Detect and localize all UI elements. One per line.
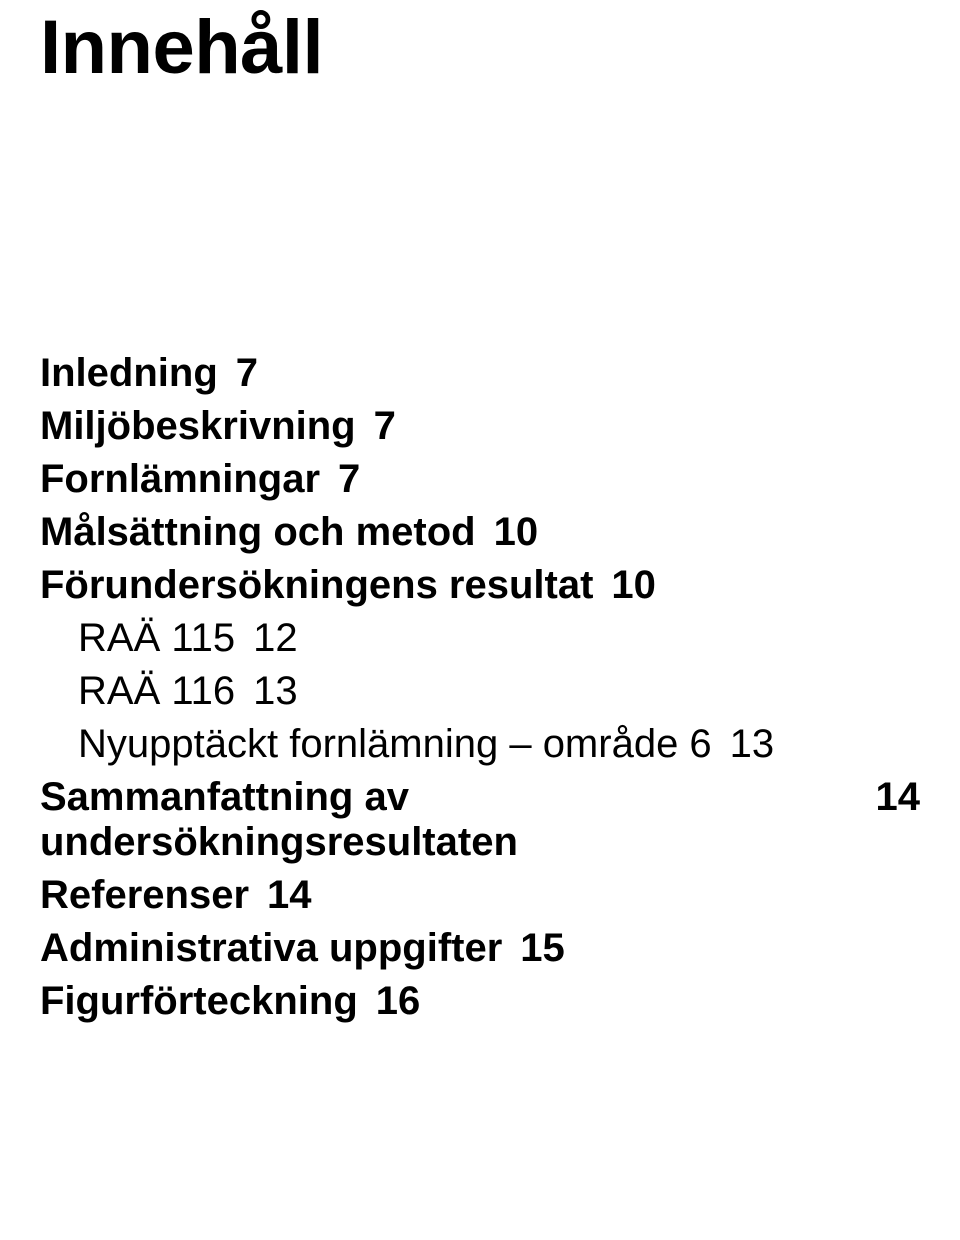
toc-page: 7 xyxy=(236,351,258,396)
toc-label: Administrativa uppgifter xyxy=(40,926,502,971)
toc-page: 10 xyxy=(611,563,656,608)
toc-entry: RAÄ 116 13 xyxy=(78,669,920,714)
toc-page: 14 xyxy=(267,873,312,918)
toc-page: 15 xyxy=(520,926,565,971)
toc-label: Inledning xyxy=(40,351,218,396)
toc-page: 13 xyxy=(253,669,298,714)
toc-label: Målsättning och metod xyxy=(40,510,476,555)
toc-page: 10 xyxy=(494,510,539,555)
toc-entry: RAÄ 115 12 xyxy=(78,616,920,661)
toc-entry: Inledning 7 xyxy=(40,351,920,396)
toc-entry: Sammanfattning av undersökningsresultate… xyxy=(40,775,920,865)
toc-page: 16 xyxy=(376,979,421,1024)
table-of-contents: Inledning 7 Miljöbeskrivning 7 Fornlämni… xyxy=(40,351,920,1024)
page-title: Innehåll xyxy=(40,0,920,91)
toc-page: 14 xyxy=(876,775,921,820)
toc-label: Referenser xyxy=(40,873,249,918)
toc-label: Figurförteckning xyxy=(40,979,358,1024)
toc-page: 7 xyxy=(374,404,396,449)
toc-label: Nyupptäckt fornlämning – område 6 xyxy=(78,722,712,767)
toc-page: 12 xyxy=(253,616,298,661)
page: Innehåll Inledning 7 Miljöbeskrivning 7 … xyxy=(0,0,960,1024)
toc-entry: Figurförteckning 16 xyxy=(40,979,920,1024)
toc-entry: Administrativa uppgifter 15 xyxy=(40,926,920,971)
toc-entry: Miljöbeskrivning 7 xyxy=(40,404,920,449)
toc-label: Förundersökningens resultat xyxy=(40,563,593,608)
toc-label: RAÄ 116 xyxy=(78,669,235,714)
toc-entry: Målsättning och metod 10 xyxy=(40,510,920,555)
toc-entry: Referenser 14 xyxy=(40,873,920,918)
toc-label: Miljöbeskrivning xyxy=(40,404,356,449)
toc-entry: Fornlämningar 7 xyxy=(40,457,920,502)
toc-label: RAÄ 115 xyxy=(78,616,235,661)
toc-label: Sammanfattning av undersökningsresultate… xyxy=(40,775,858,865)
toc-entry: Förundersökningens resultat 10 xyxy=(40,563,920,608)
toc-page: 13 xyxy=(730,722,775,767)
toc-label: Fornlämningar xyxy=(40,457,320,502)
toc-page: 7 xyxy=(338,457,360,502)
toc-entry: Nyupptäckt fornlämning – område 6 13 xyxy=(78,722,920,767)
